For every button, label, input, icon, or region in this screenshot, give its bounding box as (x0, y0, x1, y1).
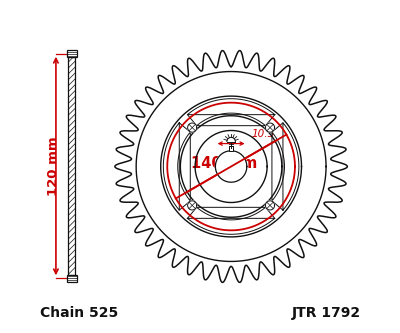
Polygon shape (215, 151, 247, 182)
Text: JTR 1792: JTR 1792 (291, 306, 360, 320)
Polygon shape (188, 123, 197, 132)
Text: Chain 525: Chain 525 (40, 306, 118, 320)
Polygon shape (188, 201, 197, 210)
Polygon shape (188, 99, 275, 126)
Polygon shape (266, 201, 274, 210)
Polygon shape (67, 274, 76, 282)
Polygon shape (272, 123, 299, 210)
Polygon shape (68, 58, 75, 274)
Polygon shape (188, 207, 275, 234)
Polygon shape (67, 50, 76, 58)
Text: 140 mm: 140 mm (192, 156, 258, 171)
Text: 10.5: 10.5 (252, 129, 275, 139)
Polygon shape (163, 123, 190, 210)
Polygon shape (115, 51, 347, 282)
Polygon shape (266, 123, 274, 132)
Text: 120 mm: 120 mm (47, 136, 60, 196)
Bar (229, 146, 233, 152)
